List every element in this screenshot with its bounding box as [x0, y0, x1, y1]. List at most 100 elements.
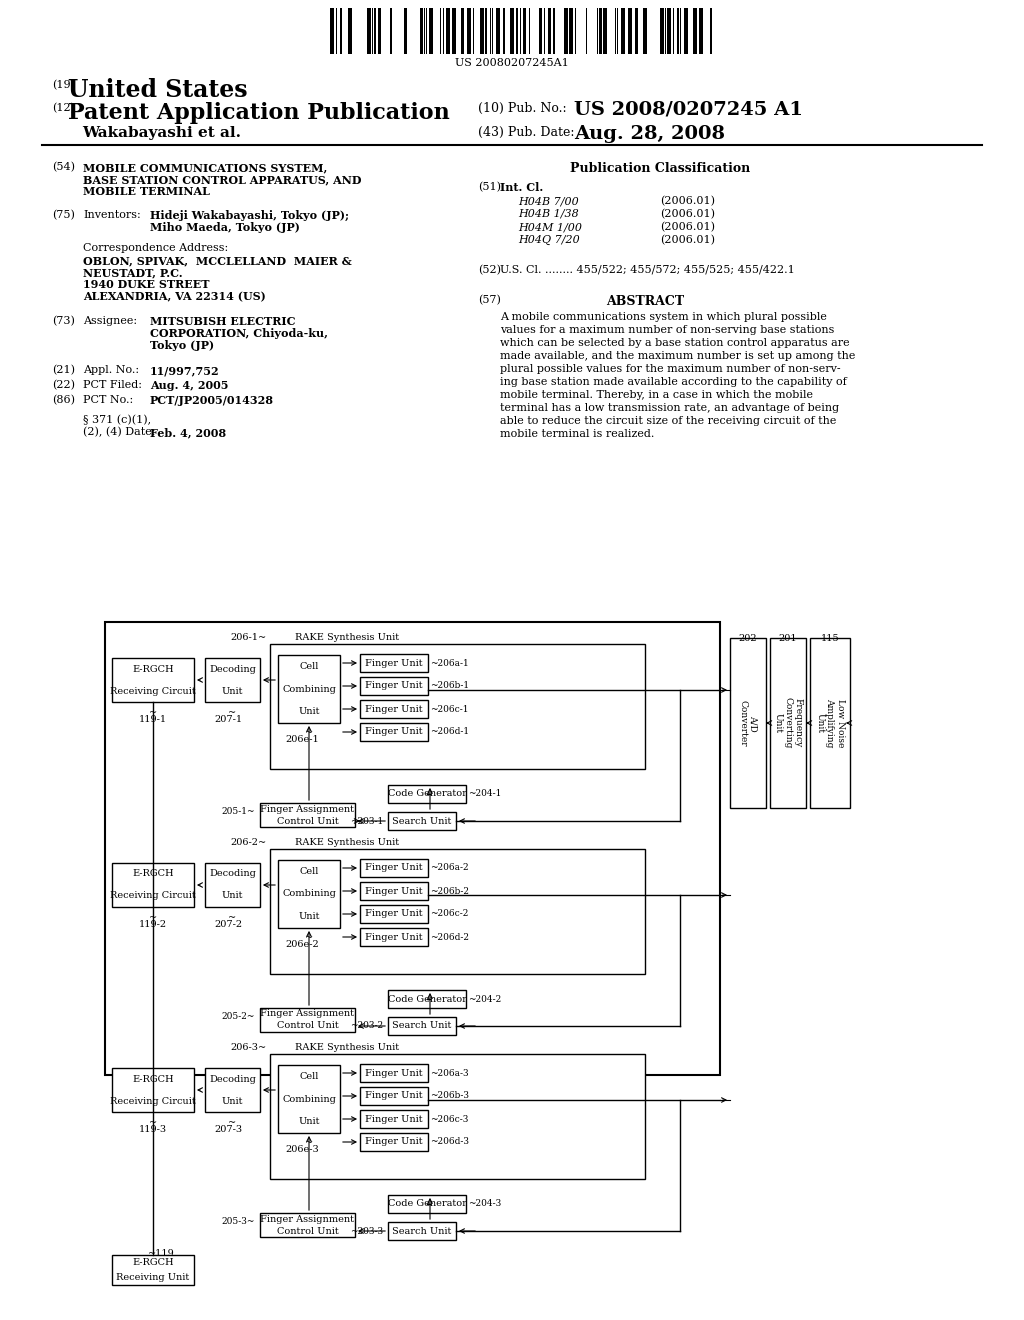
- Text: ~119: ~119: [148, 1249, 175, 1258]
- Bar: [360, 1064, 428, 1082]
- Text: Inventors:: Inventors:: [83, 210, 140, 220]
- Bar: [599, 8, 602, 54]
- Text: 207-3: 207-3: [214, 1125, 242, 1134]
- Text: (12): (12): [52, 103, 75, 114]
- Text: RAKE Synthesis Unit: RAKE Synthesis Unit: [295, 838, 399, 847]
- Bar: [112, 863, 194, 907]
- Text: MOBILE TERMINAL: MOBILE TERMINAL: [83, 186, 210, 197]
- Bar: [260, 1008, 355, 1032]
- Text: Finger Unit: Finger Unit: [366, 1068, 423, 1077]
- Text: Receiving Unit: Receiving Unit: [117, 1272, 189, 1282]
- Text: ~203-2: ~203-2: [350, 1022, 383, 1031]
- Text: Finger Unit: Finger Unit: [366, 1092, 423, 1101]
- Text: 205-2~: 205-2~: [221, 1012, 255, 1020]
- Text: A mobile communications system in which plural possible: A mobile communications system in which …: [500, 312, 826, 322]
- Text: 206e-3: 206e-3: [285, 1144, 318, 1154]
- Bar: [480, 8, 484, 54]
- Bar: [388, 1195, 466, 1213]
- Text: Code Generator: Code Generator: [387, 994, 467, 1003]
- Bar: [461, 8, 464, 54]
- Text: Unit: Unit: [298, 708, 319, 717]
- Text: Decoding: Decoding: [209, 1074, 256, 1084]
- Text: ~: ~: [228, 913, 237, 921]
- Text: (2006.01): (2006.01): [660, 222, 715, 232]
- Text: RAKE Synthesis Unit: RAKE Synthesis Unit: [295, 1043, 399, 1052]
- Text: Frequency
Converting
Unit: Frequency Converting Unit: [773, 697, 803, 748]
- Bar: [360, 1110, 428, 1129]
- Text: made available, and the maximum number is set up among the: made available, and the maximum number i…: [500, 351, 855, 360]
- Text: ~203-3: ~203-3: [350, 1226, 383, 1236]
- Text: ~: ~: [305, 729, 313, 737]
- Text: Search Unit: Search Unit: [392, 817, 452, 825]
- Bar: [429, 8, 433, 54]
- Bar: [360, 653, 428, 672]
- Text: Finger Unit: Finger Unit: [366, 659, 423, 668]
- Text: ~: ~: [228, 1118, 237, 1127]
- Bar: [112, 657, 194, 702]
- Bar: [330, 8, 334, 54]
- Text: Decoding: Decoding: [209, 664, 256, 673]
- Bar: [378, 8, 381, 54]
- Text: Hideji Wakabayashi, Tokyo (JP);: Hideji Wakabayashi, Tokyo (JP);: [150, 210, 349, 222]
- Text: Control Unit: Control Unit: [276, 817, 338, 825]
- Text: (43) Pub. Date:: (43) Pub. Date:: [478, 125, 574, 139]
- Text: Finger Assignment: Finger Assignment: [260, 804, 354, 813]
- Text: ~206a-2: ~206a-2: [430, 863, 469, 873]
- Text: Finger Unit: Finger Unit: [366, 909, 423, 919]
- Text: Aug. 28, 2008: Aug. 28, 2008: [574, 125, 725, 143]
- Bar: [667, 8, 671, 54]
- Text: PCT/JP2005/014328: PCT/JP2005/014328: [150, 395, 274, 407]
- Text: ALEXANDRIA, VA 22314 (US): ALEXANDRIA, VA 22314 (US): [83, 290, 266, 302]
- Bar: [278, 655, 340, 723]
- Bar: [388, 990, 466, 1008]
- Text: Aug. 4, 2005: Aug. 4, 2005: [150, 380, 228, 391]
- Text: (57): (57): [478, 294, 501, 305]
- Text: 119-1: 119-1: [139, 715, 167, 723]
- Text: ~204-1: ~204-1: [468, 789, 502, 799]
- Text: which can be selected by a base station control apparatus are: which can be selected by a base station …: [500, 338, 850, 348]
- Text: 206e-1: 206e-1: [285, 735, 318, 744]
- Text: Publication Classification: Publication Classification: [570, 162, 751, 176]
- Text: PCT No.:: PCT No.:: [83, 395, 133, 405]
- Text: U.S. Cl. ........ 455/522; 455/572; 455/525; 455/422.1: U.S. Cl. ........ 455/522; 455/572; 455/…: [500, 265, 795, 275]
- Text: 119-2: 119-2: [139, 920, 167, 929]
- Text: MOBILE COMMUNICATIONS SYSTEM,: MOBILE COMMUNICATIONS SYSTEM,: [83, 162, 328, 173]
- Bar: [360, 723, 428, 741]
- Text: US 20080207245A1: US 20080207245A1: [455, 58, 569, 69]
- Text: Code Generator: Code Generator: [387, 789, 467, 799]
- Text: Finger Unit: Finger Unit: [366, 727, 423, 737]
- Text: ~: ~: [148, 1118, 157, 1127]
- Text: able to reduce the circuit size of the receiving circuit of the: able to reduce the circuit size of the r…: [500, 416, 837, 426]
- Bar: [105, 622, 720, 1074]
- Bar: [360, 677, 428, 696]
- Text: ~206c-1: ~206c-1: [430, 705, 469, 714]
- Text: 205-3~: 205-3~: [221, 1217, 255, 1226]
- Bar: [510, 8, 514, 54]
- Text: E-RGCH: E-RGCH: [132, 1074, 174, 1084]
- Bar: [112, 1068, 194, 1111]
- Text: mobile terminal. Thereby, in a case in which the mobile: mobile terminal. Thereby, in a case in w…: [500, 389, 813, 400]
- Bar: [684, 8, 688, 54]
- Text: RAKE Synthesis Unit: RAKE Synthesis Unit: [295, 634, 399, 642]
- Bar: [710, 8, 712, 54]
- Text: ~206a-1: ~206a-1: [430, 659, 469, 668]
- Bar: [628, 8, 632, 54]
- Text: 207-1: 207-1: [214, 715, 242, 723]
- Text: Finger Unit: Finger Unit: [366, 681, 423, 690]
- Bar: [260, 803, 355, 828]
- Text: E-RGCH: E-RGCH: [132, 1258, 174, 1267]
- Text: H04M 1/00: H04M 1/00: [518, 222, 582, 232]
- Text: 206-1~: 206-1~: [230, 634, 266, 642]
- Text: Finger Unit: Finger Unit: [366, 887, 423, 895]
- Bar: [699, 8, 703, 54]
- Bar: [205, 863, 260, 907]
- Text: mobile terminal is realized.: mobile terminal is realized.: [500, 429, 654, 440]
- Text: ~206c-2: ~206c-2: [430, 909, 468, 919]
- Text: ~203-1: ~203-1: [350, 817, 383, 825]
- Text: Tokyo (JP): Tokyo (JP): [150, 341, 214, 351]
- Text: Receiving Circuit: Receiving Circuit: [111, 686, 196, 696]
- Text: MITSUBISH ELECTRIC: MITSUBISH ELECTRIC: [150, 315, 296, 327]
- Text: 206-2~: 206-2~: [230, 838, 266, 847]
- Text: (75): (75): [52, 210, 75, 220]
- Text: (52): (52): [478, 265, 501, 276]
